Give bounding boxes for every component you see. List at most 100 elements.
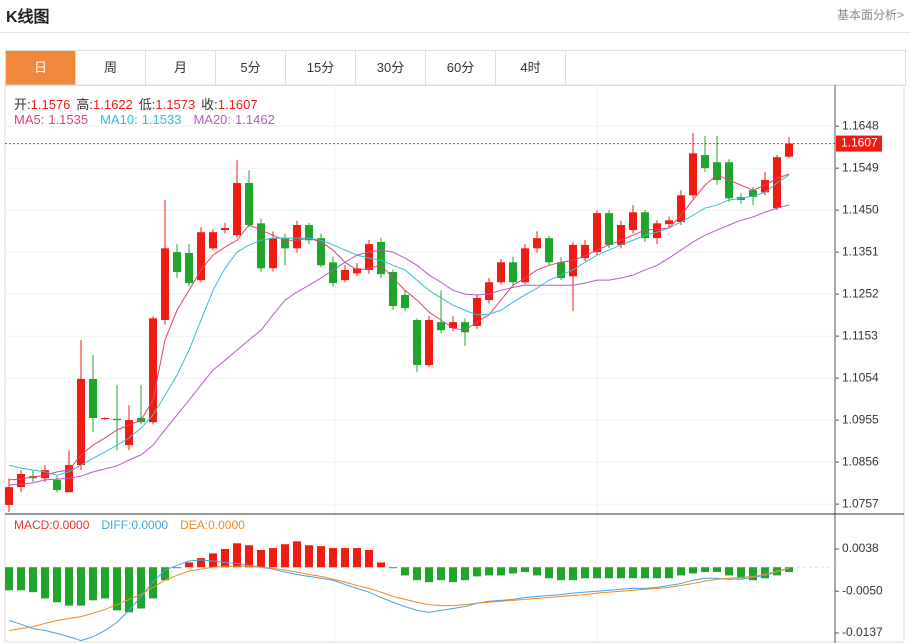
chart-frame [4, 84, 905, 643]
macd-bar [581, 567, 589, 579]
macd-bar [5, 567, 13, 591]
macd-bar [653, 567, 661, 579]
macd-bar [509, 567, 517, 574]
candle-body [89, 378, 97, 418]
y-tick-label: -0.0050 [842, 583, 883, 597]
period-tab[interactable]: 月 [146, 51, 216, 85]
candle-body [689, 153, 697, 196]
candle-body [125, 420, 133, 446]
candle-body [389, 272, 397, 307]
macd-bar [473, 567, 481, 577]
y-tick-label: 0.0038 [842, 541, 879, 555]
candle-body [497, 262, 505, 283]
macd-bar [125, 567, 133, 613]
candle-body [353, 268, 361, 274]
macd-bar [545, 567, 553, 579]
macd-bar [377, 562, 385, 568]
period-tab[interactable]: 日 [6, 51, 76, 85]
ma-legend-name: MA10: [100, 112, 138, 127]
candle-body [521, 248, 529, 283]
candle-body [281, 238, 289, 249]
period-tab[interactable]: 15分 [286, 51, 356, 85]
candle-body [245, 183, 253, 226]
macd-bar [341, 548, 349, 568]
macd-bar [521, 567, 529, 573]
macd-legend-value: 0.0000 [52, 518, 90, 532]
candle-body [269, 238, 277, 269]
period-tab[interactable]: 60分 [426, 51, 496, 85]
candle-body [233, 183, 241, 236]
period-tab[interactable]: 周 [76, 51, 146, 85]
last-price-label: 1.1607 [841, 136, 878, 150]
macd-bar [677, 567, 685, 576]
macd-bar [77, 567, 85, 606]
candle-body [209, 232, 217, 249]
candle-body [365, 244, 373, 270]
candle-body [341, 269, 349, 281]
macd-bar [533, 567, 541, 576]
candle-body [413, 320, 421, 365]
candle-body [665, 220, 673, 225]
candle-body [17, 473, 25, 488]
macd-bar [197, 558, 205, 568]
ohlc-label: 低: [138, 97, 156, 112]
candle-body [593, 213, 601, 253]
ohlc-legend: 开:1.1576 高:1.1622 低:1.1573 收:1.1607 [14, 94, 264, 113]
macd-bar [317, 546, 325, 568]
candle-body [77, 378, 85, 466]
macd-bar [221, 549, 229, 568]
macd-bar [617, 567, 625, 579]
macd-bar [53, 567, 61, 603]
macd-bar [557, 567, 565, 581]
candle-body [305, 225, 313, 241]
ohlc-label: 高: [76, 97, 94, 112]
ma-legend-value: 1.1535 [48, 112, 89, 127]
candle-body [785, 143, 793, 157]
candle-body [473, 297, 481, 326]
macd-bar [761, 567, 769, 579]
macd-legend: MACD:0.0000 DIFF:0.0000 DEA:0.0000 [14, 518, 257, 532]
candle-body [293, 225, 301, 249]
y-tick-label: 1.0856 [842, 454, 879, 468]
macd-bar [173, 567, 181, 569]
candle-body [221, 227, 229, 231]
period-tab[interactable]: 5分 [216, 51, 286, 85]
ma-legend-value: 1.1533 [141, 112, 182, 127]
period-tab[interactable]: 4时 [496, 51, 566, 85]
candle-body [401, 294, 409, 309]
macd-bar [725, 567, 733, 576]
macd-bar [437, 567, 445, 581]
period-tab[interactable]: 30分 [356, 51, 426, 85]
y-tick-label: 1.1054 [842, 370, 879, 384]
macd-bar [41, 567, 49, 599]
fundamental-link[interactable]: 基本面分析> [836, 8, 904, 22]
macd-legend-name: MACD: [14, 518, 53, 532]
macd-bar [449, 567, 457, 583]
macd-bar [113, 567, 121, 611]
macd-bar [389, 567, 397, 569]
macd-bar [593, 567, 601, 579]
macd-bar [353, 548, 361, 568]
header-divider [0, 32, 910, 33]
macd-bar [605, 567, 613, 579]
candle-body [5, 487, 13, 505]
macd-line [8, 565, 790, 632]
y-tick-label: 1.0955 [842, 412, 879, 426]
y-tick-label: 1.1252 [842, 286, 879, 300]
macd-bar [17, 567, 25, 591]
y-tick-label: 1.1648 [842, 118, 879, 132]
page-title: K线图 [6, 9, 50, 26]
candle-body [581, 244, 589, 259]
macd-line [8, 559, 790, 642]
macd-bar [701, 567, 709, 573]
macd-bar [665, 567, 673, 579]
macd-bar [497, 567, 505, 576]
macd-bar [209, 553, 217, 568]
candle-body [425, 320, 433, 365]
y-tick-label: 1.1450 [842, 202, 879, 216]
y-tick-label: 1.1549 [842, 160, 879, 174]
candle-body [533, 238, 541, 249]
ohlc-value: 1.1607 [217, 97, 258, 112]
